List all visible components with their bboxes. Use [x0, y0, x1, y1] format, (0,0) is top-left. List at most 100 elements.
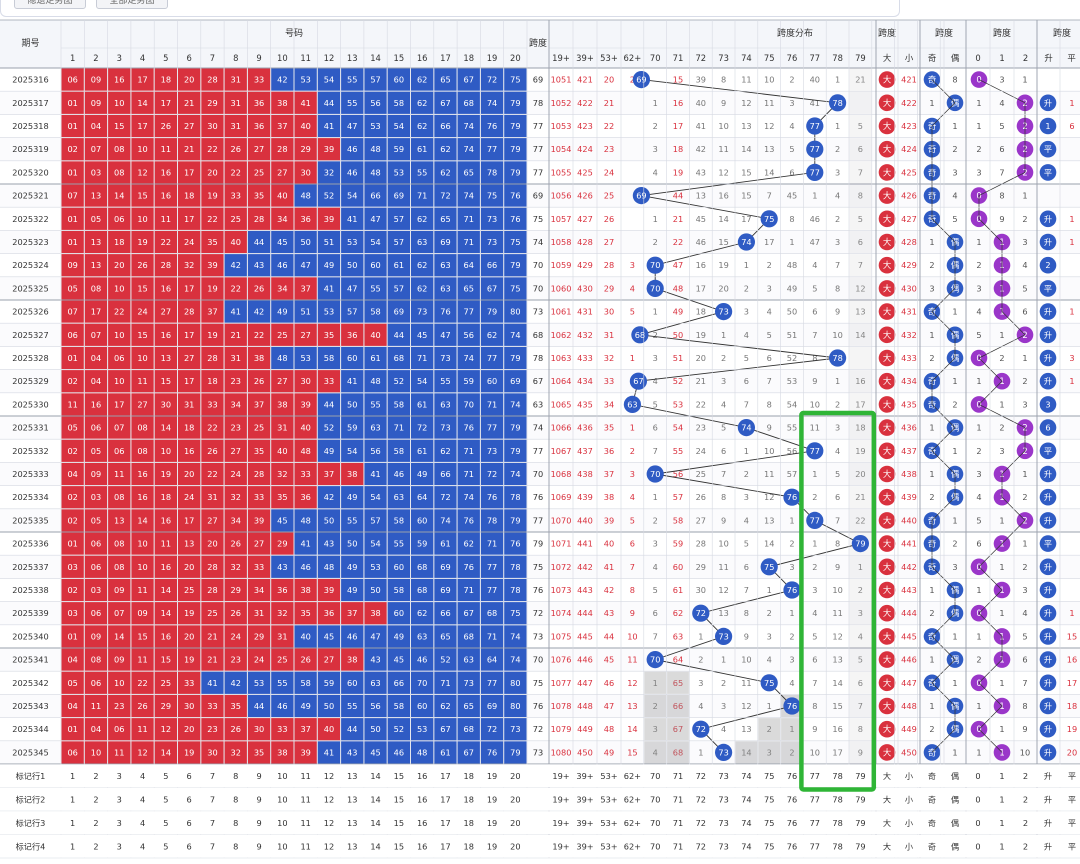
number-text: 57: [394, 283, 404, 293]
small-count: 437: [901, 446, 917, 456]
number-cell: [341, 741, 364, 764]
number-cell: [271, 300, 294, 323]
footer-dist: 77: [810, 771, 820, 781]
number-text: 28: [277, 144, 287, 154]
number-cell: [108, 578, 131, 602]
count-value: 1054: [551, 144, 572, 154]
dist-value: 42: [696, 144, 706, 154]
trend-count: 19: [1067, 724, 1077, 734]
number-text: 50: [324, 515, 334, 525]
number-text: 09: [91, 469, 101, 479]
span-hit-ball: [629, 372, 648, 390]
number-cell: [341, 671, 364, 694]
number-cell: [364, 462, 387, 486]
number-text: 30: [161, 399, 171, 409]
number-cell: [108, 254, 131, 277]
big-ball-text: 大: [883, 423, 892, 433]
dist-value: 8: [858, 724, 863, 734]
number-cell: [457, 114, 480, 138]
number-cell: [108, 184, 131, 207]
big-ball: [878, 535, 896, 552]
shaded-79: [849, 161, 872, 184]
footer-dist: 77: [810, 841, 820, 851]
number-cell: [294, 207, 317, 230]
dist-value: 10: [832, 330, 842, 340]
number-text: 20: [184, 75, 194, 85]
dist-value: 13: [741, 121, 751, 131]
footer-label: 标记行2: [16, 794, 46, 804]
footer-dist: 72: [696, 771, 706, 781]
number-cell: [480, 648, 504, 671]
span-hit-text: 70: [650, 469, 660, 479]
number-cell: [178, 323, 201, 346]
number-text: 05: [67, 423, 77, 433]
dist-value: 22: [696, 399, 706, 409]
number-text: 68: [487, 608, 497, 618]
trend-ball: [1039, 280, 1057, 297]
number-text: 39: [324, 585, 334, 595]
row-id: 2025322: [12, 214, 48, 224]
dist-value: 16: [673, 98, 683, 108]
footer-num: 10: [277, 771, 287, 781]
header-span-3: 跨度: [993, 27, 1011, 39]
span-value: 74: [533, 423, 543, 433]
mod-count: 3: [999, 75, 1004, 85]
number-text: 41: [300, 539, 310, 549]
count-value: 1056: [551, 191, 572, 201]
small-count: 435: [901, 399, 917, 409]
number-text: 04: [67, 469, 77, 479]
number-text: 43: [370, 655, 380, 665]
number-text: 08: [137, 423, 147, 433]
dist-value: 47: [673, 260, 683, 270]
all-trend-button[interactable]: 全部走势图: [96, 0, 168, 9]
trend-ball: [1039, 303, 1057, 320]
number-text: 03: [67, 562, 77, 572]
number-cell: [271, 509, 294, 532]
row-id: 2025343: [12, 701, 48, 711]
number-text: 07: [91, 330, 101, 340]
number-cell: [84, 300, 108, 323]
number-cell: [61, 694, 84, 718]
mod-count: 1: [1022, 191, 1027, 201]
number-text: 59: [417, 539, 427, 549]
span-value: 68: [533, 330, 543, 340]
footer-right: 小: [905, 841, 913, 851]
dist-value: 2: [789, 75, 794, 85]
mod-count: 8: [1022, 701, 1027, 711]
footer-num: 14: [370, 794, 380, 804]
number-cell: [480, 509, 504, 532]
number-cell: [178, 555, 201, 578]
number-cell: [504, 68, 527, 91]
footer-dist: 71: [673, 794, 683, 804]
big-ball-text: 大: [883, 376, 892, 386]
number-cell: [317, 602, 341, 625]
number-text: 11: [67, 399, 77, 409]
number-text: 71: [464, 237, 474, 247]
span-hit-ball: [829, 349, 847, 367]
hidden-trend-button[interactable]: 隐遗走势图: [14, 0, 86, 9]
number-text: 71: [464, 214, 474, 224]
number-cell: [317, 741, 341, 764]
number-text: 11: [137, 655, 147, 665]
span-hit-ball: [806, 442, 824, 460]
highlight-box: [799, 410, 877, 792]
row-id: 2025333: [12, 469, 48, 479]
number-text: 71: [417, 191, 427, 201]
number-cell: [178, 91, 201, 114]
big-ball-text: 大: [883, 399, 892, 409]
number-text: 28: [254, 469, 264, 479]
footer-num: 18: [464, 841, 474, 851]
footer-right: 1: [999, 841, 1004, 851]
count-value: 1067: [551, 446, 572, 456]
number-text: 13: [161, 353, 171, 363]
dist-value: 20: [696, 353, 706, 363]
trend-ball: [1039, 604, 1057, 622]
number-text: 06: [91, 678, 101, 688]
number-cell: [457, 671, 480, 694]
dist-value: 3: [767, 283, 772, 293]
number-cell: [271, 718, 294, 741]
number-text: 09: [91, 631, 101, 641]
dist-value: 3: [767, 747, 772, 757]
number-cell: [247, 718, 271, 741]
header-right-1: 小: [905, 53, 914, 63]
